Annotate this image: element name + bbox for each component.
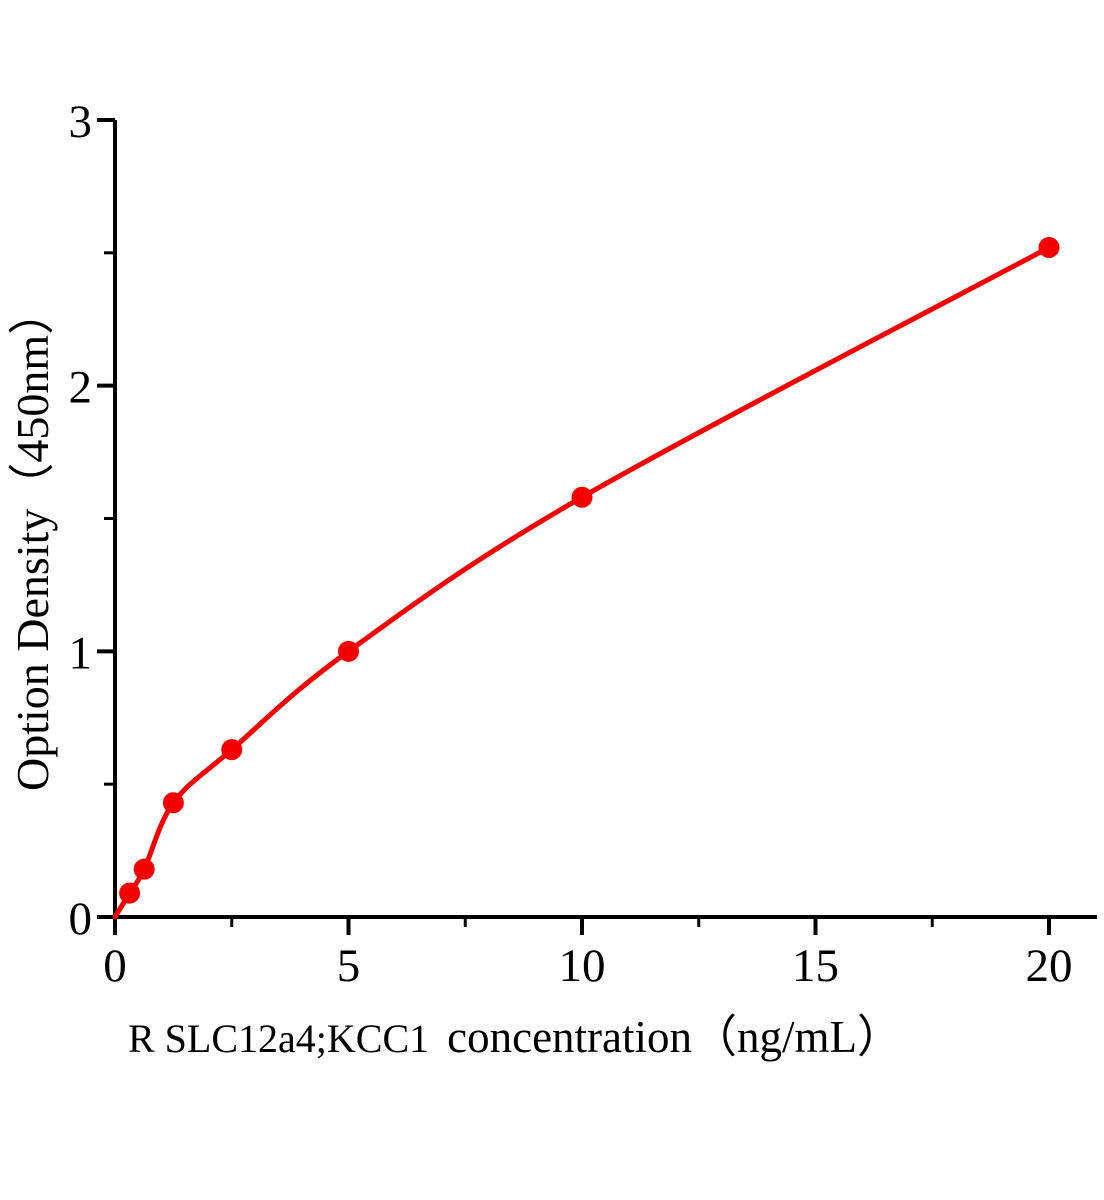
data-point: [119, 882, 141, 904]
x-tick-label: 5: [337, 940, 361, 992]
data-point: [221, 739, 243, 761]
x-axis-title-analyte: R SLC12a4;KCC1: [127, 1016, 430, 1061]
fit-curve: [112, 245, 1052, 920]
y-tick-label: 2: [69, 362, 93, 414]
x-axis-title: R SLC12a4;KCC1 concentration（ng/mL）: [0, 1000, 1030, 1065]
y-tick-label: 0: [69, 893, 93, 945]
data-point: [1038, 237, 1060, 259]
data-point: [162, 792, 184, 814]
x-axis-title-unit: concentration（ng/mL）: [447, 1012, 903, 1062]
y-tick-label: 1: [69, 627, 93, 679]
x-tick-label: 20: [1026, 940, 1073, 992]
y-tick-label: 3: [69, 96, 93, 148]
x-tick-label: 0: [103, 940, 127, 992]
data-point: [133, 858, 155, 880]
x-tick-label: 15: [792, 940, 839, 992]
data-point: [571, 486, 593, 508]
x-tick-label: 10: [559, 940, 606, 992]
y-axis-title: Option Density（450nm）: [7, 288, 58, 791]
data-point: [338, 640, 359, 662]
